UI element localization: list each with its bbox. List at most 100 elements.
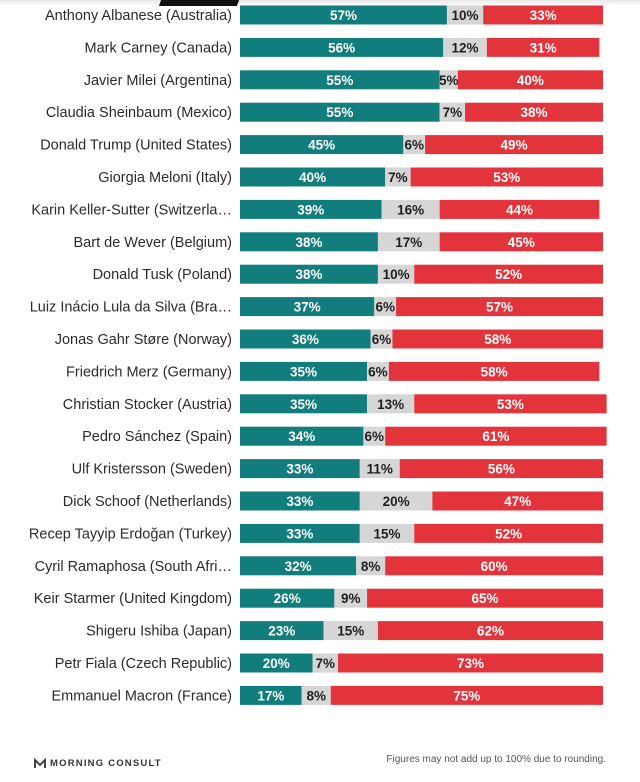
data-label-no-opinion: 5%	[439, 73, 459, 88]
bar-segment-disapprove	[432, 491, 603, 511]
category-label: Karin Keller-Sutter (Switzerla…	[31, 202, 232, 218]
bar-segment-disapprove	[367, 588, 603, 608]
morning-consult-mark-icon	[34, 758, 46, 768]
data-label-no-opinion: 20%	[383, 494, 410, 509]
bar-segment-no-opinion	[403, 135, 426, 155]
bar-segment-disapprove	[388, 361, 600, 381]
bar-segment-disapprove	[457, 70, 603, 90]
data-label-no-opinion: 12%	[452, 40, 479, 55]
bar-segment-no-opinion	[334, 588, 368, 608]
data-label-no-opinion: 8%	[306, 688, 326, 703]
category-label: Anthony Albanese (Australia)	[45, 8, 232, 24]
bar-segment-approve	[240, 361, 368, 381]
category-label: Christian Stocker (Austria)	[63, 397, 232, 413]
bar-row: Pedro Sánchez (Spain) 34% 6% 61%	[82, 426, 607, 446]
data-label-approve: 34%	[288, 429, 315, 444]
bar-segment-no-opinion	[377, 264, 415, 284]
data-label-disapprove: 61%	[482, 429, 509, 444]
data-label-no-opinion: 15%	[373, 526, 400, 541]
bar-row: Shigeru Ishiba (Japan) 23% 15% 62%	[86, 621, 603, 641]
data-label-approve: 39%	[297, 202, 324, 217]
data-label-disapprove: 38%	[521, 105, 548, 120]
bar-row: Giorgia Meloni (Italy) 40% 7% 53%	[98, 167, 603, 187]
data-label-no-opinion: 6%	[365, 429, 385, 444]
bar-segment-approve	[240, 5, 447, 25]
bar-row: Bart de Wever (Belgium) 38% 17% 45%	[74, 232, 603, 252]
category-label: Petr Fiala (Czech Republic)	[55, 656, 232, 672]
data-label-approve: 57%	[330, 8, 357, 23]
category-label: Donald Tusk (Poland)	[93, 267, 232, 283]
bar-segment-disapprove	[399, 459, 603, 479]
bar-segment-approve	[240, 491, 360, 511]
bar-segment-no-opinion	[439, 102, 466, 122]
bar-segment-disapprove	[414, 523, 603, 543]
data-label-disapprove: 53%	[493, 170, 520, 185]
bar-row: Dick Schoof (Netherlands) 33% 20% 47%	[63, 491, 603, 511]
bar-segment-disapprove	[439, 232, 603, 252]
bar-segment-approve	[240, 653, 313, 673]
bar-row: Recep Tayyip Erdoğan (Turkey) 33% 15% 52%	[29, 523, 603, 543]
bar-segment-approve	[240, 523, 360, 543]
category-label: Pedro Sánchez (Spain)	[82, 429, 232, 445]
bar-row: Jonas Gahr Støre (Norway) 36% 6% 58%	[55, 329, 603, 349]
data-label-no-opinion: 16%	[397, 202, 424, 217]
category-label: Javier Milei (Argentina)	[84, 73, 232, 89]
data-label-no-opinion: 6%	[404, 138, 424, 153]
data-label-approve: 38%	[295, 235, 322, 250]
category-label: Cyril Ramaphosa (South Afri…	[35, 559, 232, 575]
bar-segment-disapprove	[414, 264, 603, 284]
bar-segment-no-opinion	[359, 459, 400, 479]
bar-segment-approve	[240, 556, 357, 576]
bar-segment-approve	[240, 37, 444, 57]
bar-row: Christian Stocker (Austria) 35% 13% 53%	[63, 394, 607, 414]
bar-segment-approve	[240, 621, 324, 641]
bar-segment-no-opinion	[381, 199, 440, 219]
bar-segment-approve	[240, 459, 360, 479]
bar-segment-no-opinion	[385, 167, 411, 187]
data-label-no-opinion: 15%	[337, 624, 364, 639]
category-label: Friedrich Merz (Germany)	[66, 364, 232, 380]
category-label: Luiz Inácio Lula da Silva (Bra…	[30, 300, 232, 316]
bar-row: Karin Keller-Sutter (Switzerla… 39% 16% 44%	[31, 199, 600, 219]
bar-segment-disapprove	[483, 5, 603, 25]
data-label-approve: 20%	[263, 656, 290, 671]
bar-segment-approve	[240, 329, 371, 349]
data-label-disapprove: 31%	[530, 40, 557, 55]
category-label: Emmanuel Macron (France)	[52, 688, 233, 704]
bar-segment-approve	[240, 264, 378, 284]
data-label-no-opinion: 13%	[377, 397, 404, 412]
data-label-approve: 35%	[290, 364, 317, 379]
bar-row: Cyril Ramaphosa (South Afri… 32% 8% 60%	[35, 556, 603, 576]
bar-segment-approve	[240, 588, 335, 608]
data-label-no-opinion: 7%	[388, 170, 408, 185]
bar-row: Keir Starmer (United Kingdom) 26% 9% 65%	[34, 588, 603, 608]
category-label: Shigeru Ishiba (Japan)	[86, 624, 232, 640]
bar-segment-disapprove	[396, 297, 603, 317]
bar-segment-approve	[240, 232, 378, 252]
data-label-no-opinion: 6%	[375, 300, 395, 315]
data-label-approve: 33%	[286, 494, 313, 509]
category-label: Mark Carney (Canada)	[85, 40, 232, 56]
bar-segment-approve	[240, 167, 386, 187]
bar-segment-no-opinion	[367, 361, 389, 381]
bar-segment-no-opinion	[356, 556, 386, 576]
bar-segment-approve	[240, 685, 302, 705]
data-label-disapprove: 45%	[508, 235, 535, 250]
bar-segment-no-opinion	[312, 653, 339, 673]
data-label-approve: 36%	[292, 332, 319, 347]
data-label-no-opinion: 6%	[368, 364, 388, 379]
data-label-disapprove: 57%	[486, 300, 513, 315]
data-label-disapprove: 58%	[481, 364, 508, 379]
approval-stacked-bar-chart: Anthony Albanese (Australia) 57% 10% 33% Mar…	[29, 5, 607, 705]
category-label: Keir Starmer (United Kingdom)	[34, 591, 232, 607]
data-label-disapprove: 49%	[501, 138, 528, 153]
bar-row: Javier Milei (Argentina) 55% 5% 40%	[84, 70, 603, 90]
data-label-disapprove: 62%	[477, 624, 504, 639]
data-label-disapprove: 52%	[495, 526, 522, 541]
bar-segment-disapprove	[392, 329, 603, 349]
bar-segment-approve	[240, 102, 440, 122]
bar-segment-disapprove	[330, 685, 603, 705]
data-label-approve: 26%	[274, 591, 301, 606]
bar-row: Donald Trump (United States) 45% 6% 49%	[40, 135, 603, 155]
data-label-disapprove: 52%	[495, 267, 522, 282]
